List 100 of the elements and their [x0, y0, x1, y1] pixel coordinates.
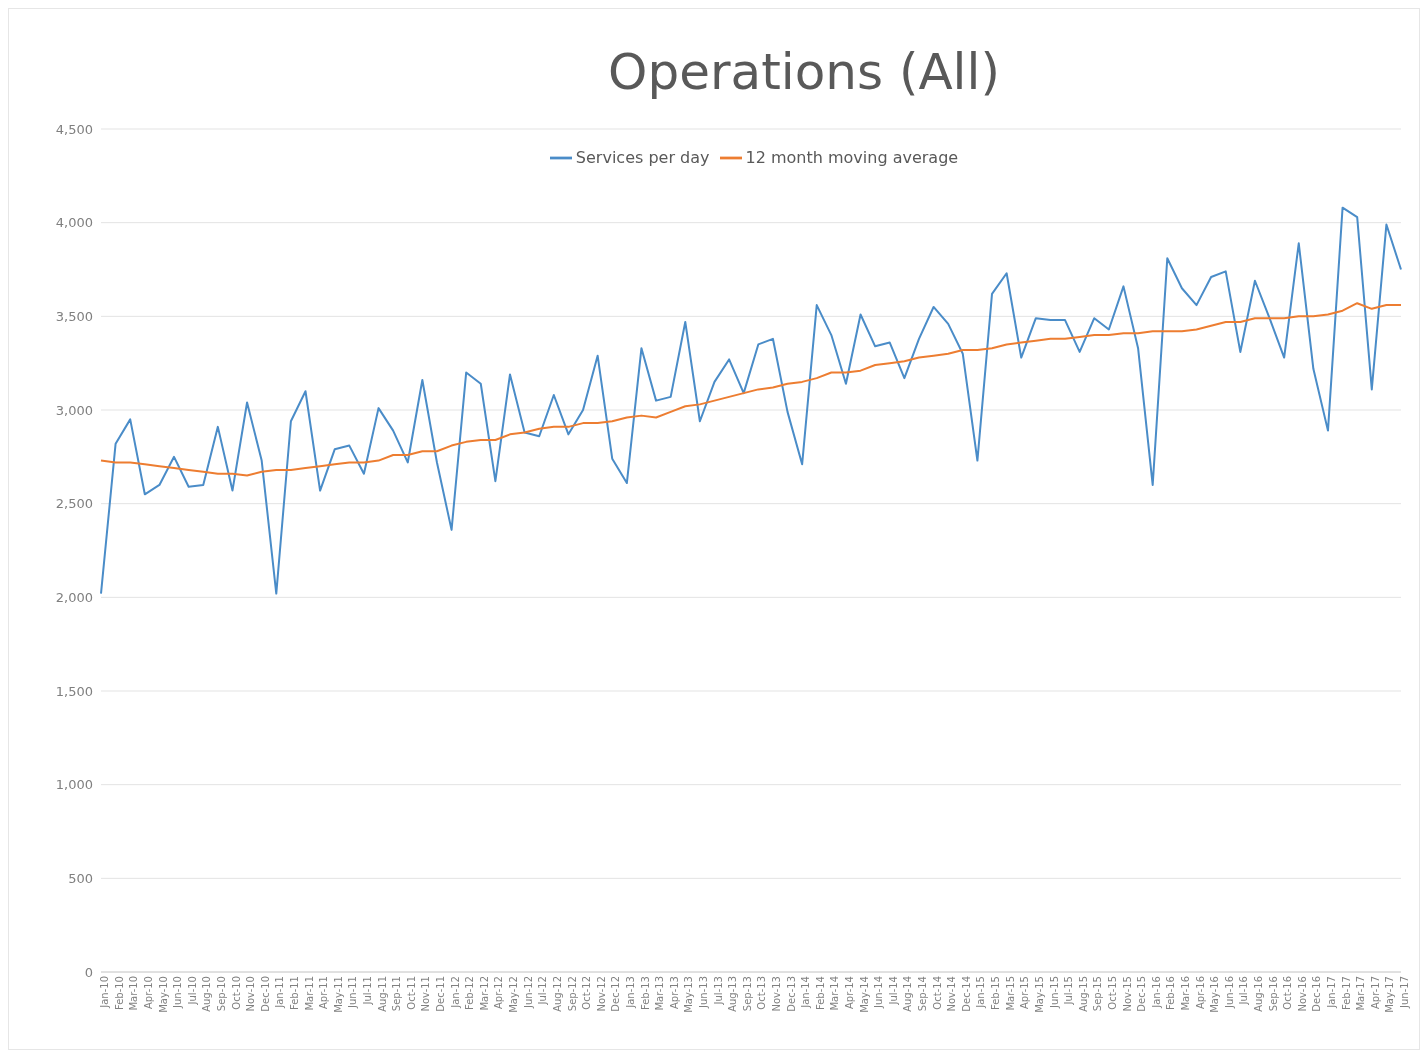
x-tick-label: Dec-16	[1311, 976, 1323, 1012]
x-tick-label: Feb-16	[1165, 976, 1177, 1011]
x-tick-label: Jan-17	[1326, 976, 1338, 1009]
x-tick-label: Oct-16	[1282, 976, 1294, 1010]
x-tick-label: Sep-16	[1267, 976, 1279, 1012]
x-tick-label: Jul-11	[362, 976, 374, 1006]
x-tick-label: Aug-14	[902, 976, 914, 1012]
x-tick-label: Jul-15	[1063, 976, 1075, 1006]
x-tick-label: Mar-16	[1180, 976, 1191, 1011]
legend-label: 12 month moving average	[745, 147, 959, 167]
chart-title: Operations (All)	[607, 43, 1001, 101]
line-series	[100, 302, 1402, 477]
x-tick-label: Nov-10	[245, 976, 257, 1012]
y-tick-label: 4,500	[55, 121, 93, 137]
x-tick-label: Aug-16	[1253, 976, 1265, 1012]
y-tick-label: 4,000	[55, 215, 93, 231]
x-tick-label: Oct-12	[581, 976, 593, 1010]
y-tick-label: 3,500	[55, 308, 93, 324]
x-tick-label: Mar-17	[1355, 976, 1367, 1011]
legend-label: Services per day	[575, 147, 710, 167]
x-tick-label: Jul-16	[1238, 976, 1250, 1006]
x-tick-label: Mar-10	[128, 976, 140, 1011]
x-tick-label: Oct-15	[1106, 976, 1118, 1010]
x-tick-label: Feb-13	[639, 976, 651, 1011]
x-tick-label: Mar-15	[1004, 976, 1016, 1011]
x-tick-label: Jun-10	[172, 976, 184, 1009]
x-tick-label: Dec-15	[1136, 976, 1148, 1012]
x-tick-label: Jun-12	[522, 976, 534, 1009]
x-tick-label: Sep-15	[1092, 976, 1104, 1012]
x-tick-label: Dec-13	[785, 976, 797, 1012]
y-tick-label: 500	[68, 870, 93, 886]
x-tick-label: Sep-10	[215, 976, 227, 1012]
x-tick-label: Apr-12	[493, 976, 505, 1009]
x-tick-label: Nov-16	[1296, 976, 1308, 1012]
x-tick-label: May-14	[858, 976, 870, 1013]
x-tick-label: Dec-14	[960, 976, 972, 1012]
x-tick-label: Jul-13	[712, 976, 724, 1006]
x-tick-label: Apr-13	[668, 976, 680, 1009]
x-tick-label: Feb-17	[1340, 976, 1352, 1011]
y-tick-label: 1,500	[55, 683, 93, 699]
x-tick-label: Jul-10	[186, 976, 198, 1006]
x-tick-label: Aug-11	[376, 976, 388, 1012]
x-tick-label: Sep-11	[391, 976, 403, 1012]
x-tick-label: Oct-14	[931, 976, 943, 1010]
x-tick-label: Feb-14	[814, 976, 826, 1011]
x-tick-label: Dec-11	[435, 976, 447, 1012]
x-tick-label: Jan-16	[1150, 976, 1162, 1009]
x-tick-label: Aug-13	[727, 976, 739, 1012]
x-tick-label: Aug-15	[1077, 976, 1089, 1012]
x-tick-label: Jun-14	[873, 976, 885, 1009]
x-tick-label: Oct-10	[230, 976, 242, 1010]
x-tick-label: Feb-15	[990, 976, 1002, 1011]
x-tick-label: Nov-14	[946, 976, 958, 1012]
x-tick-label: Jun-15	[1048, 976, 1060, 1009]
x-tick-label: Jan-12	[449, 976, 461, 1009]
x-tick-label: Jul-14	[887, 976, 899, 1006]
x-tick-label: Jun-16	[1223, 976, 1235, 1009]
x-tick-label: Jul-12	[537, 976, 549, 1006]
y-tick-label: 1,000	[55, 777, 93, 793]
x-tick-label: Mar-13	[654, 976, 666, 1011]
y-tick-label: 3,000	[55, 402, 93, 418]
x-tick-label: Nov-12	[595, 976, 607, 1012]
x-tick-label: Sep-12	[566, 976, 578, 1012]
x-tick-label: Dec-12	[610, 976, 622, 1012]
x-tick-label: Aug-12	[551, 976, 563, 1012]
x-tick-label: Nov-11	[420, 976, 432, 1012]
x-tick-label: Jun-13	[697, 976, 709, 1009]
y-tick-label: 2,500	[55, 496, 93, 512]
x-tick-label: Jan-14	[800, 976, 812, 1009]
x-tick-label: Apr-15	[1019, 976, 1031, 1009]
x-tick-label: Mar-12	[478, 976, 490, 1011]
x-tick-label: Apr-17	[1369, 976, 1381, 1009]
x-tick-label: Oct-11	[405, 976, 417, 1010]
x-tick-label: Nov-13	[771, 976, 783, 1012]
x-tick-label: May-12	[508, 976, 520, 1013]
x-tick-label: Mar-11	[303, 976, 315, 1011]
x-tick-label: Feb-12	[464, 976, 476, 1011]
x-tick-label: Jan-10	[99, 976, 111, 1009]
x-tick-label: Aug-10	[201, 976, 213, 1012]
x-tick-label: May-11	[332, 976, 344, 1013]
x-tick-label: Apr-10	[142, 976, 154, 1009]
x-tick-label: Apr-11	[318, 976, 330, 1009]
x-tick-label: Sep-14	[917, 976, 929, 1012]
y-tick-label: 2,000	[55, 589, 93, 605]
y-tick-label: 0	[84, 964, 93, 980]
line-series	[100, 206, 1402, 595]
x-tick-label: Oct-13	[756, 976, 768, 1010]
x-tick-label: Apr-16	[1194, 976, 1206, 1009]
x-tick-label: May-15	[1033, 976, 1045, 1013]
x-tick-label: Jan-13	[624, 976, 636, 1009]
x-tick-label: Jun-11	[347, 976, 359, 1009]
x-tick-label: Dec-10	[259, 976, 271, 1012]
x-tick-label: Jan-11	[274, 976, 286, 1009]
x-tick-label: May-17	[1384, 976, 1396, 1013]
x-tick-label: Feb-11	[288, 976, 300, 1011]
x-tick-label: Jun-17	[1399, 976, 1411, 1009]
x-tick-label: Feb-10	[113, 976, 125, 1011]
x-tick-label: Mar-14	[829, 976, 841, 1011]
x-tick-label: Apr-14	[844, 976, 856, 1009]
x-tick-label: May-13	[683, 976, 695, 1013]
